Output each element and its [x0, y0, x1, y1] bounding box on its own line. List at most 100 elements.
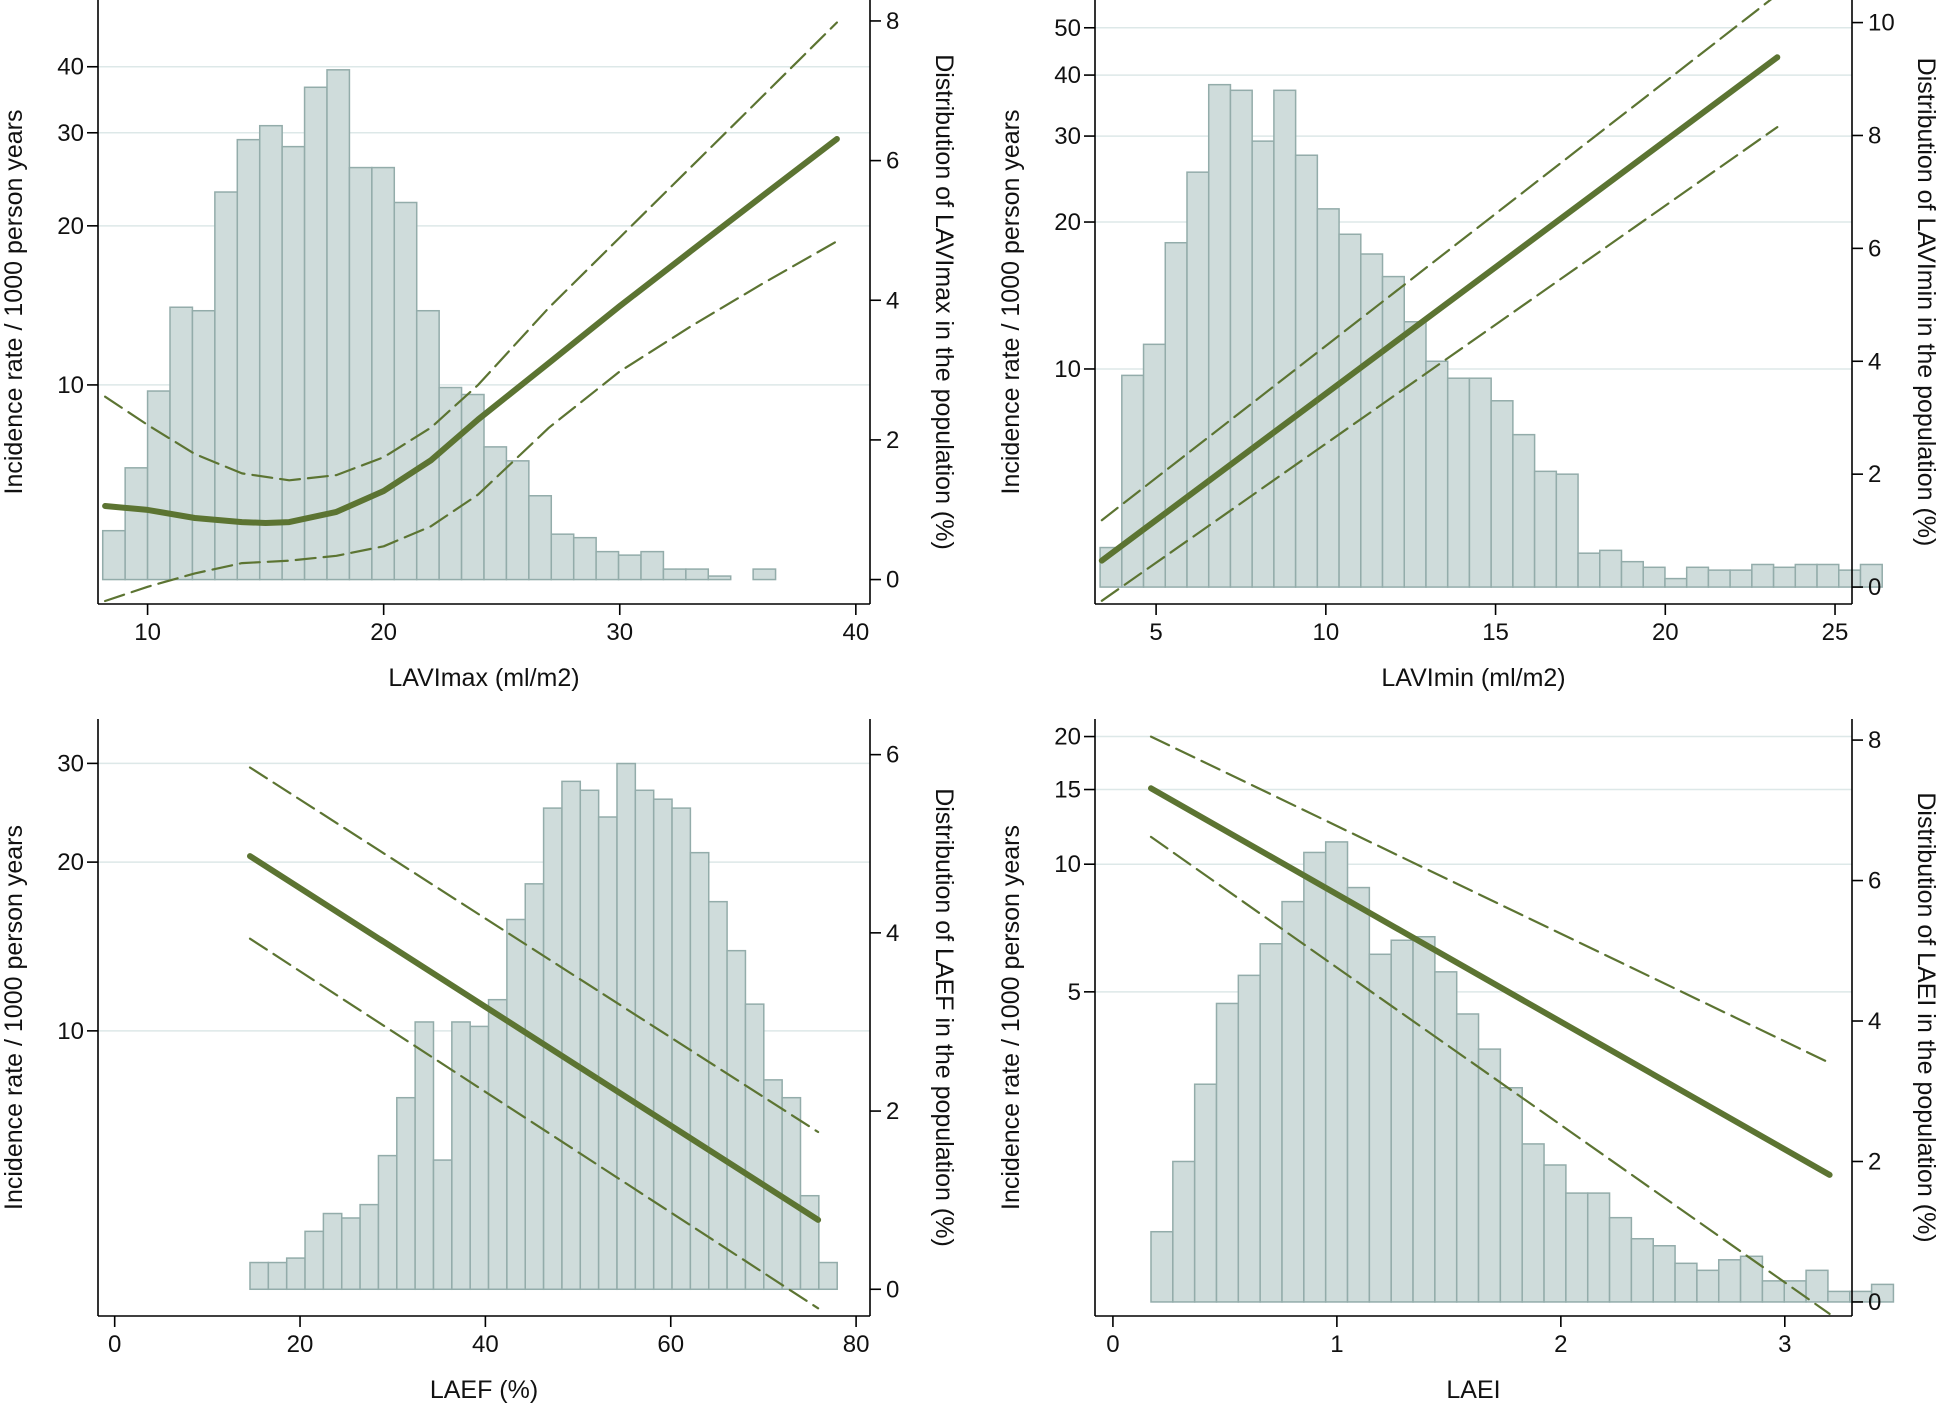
chart-panel-3: 0 20 40 60 80 10 20 30 0 2 4 6 LAEF (%) Incidence rat… [0, 719, 958, 1404]
confidence-band-upper [248, 766, 820, 1134]
histogram-bar [359, 1203, 380, 1291]
histogram-bar [685, 568, 710, 581]
x-axis-title: LAVImin (ml/m2) [1381, 664, 1565, 692]
y2-tick-label: 8 [886, 8, 899, 35]
histogram-bar [1652, 1245, 1676, 1303]
histogram-bar [689, 851, 710, 1291]
estimate-line [1148, 785, 1833, 1178]
histogram-bar [1512, 433, 1536, 588]
histogram-bar [1685, 566, 1710, 588]
y2-tick-label: 2 [886, 427, 899, 454]
histogram-bar [1477, 1048, 1502, 1303]
histogram-bar [1761, 1280, 1786, 1303]
histogram-bar [1403, 321, 1427, 588]
histogram-bar [595, 550, 620, 581]
histogram-bar [258, 124, 283, 581]
histogram-bar [304, 1230, 325, 1291]
y-axis-title: Incidence rate / 1000 person years [0, 825, 28, 1210]
x-tick-label: 0 [108, 1331, 121, 1358]
y-tick-label: 20 [1054, 209, 1081, 236]
histogram-bar [1565, 1192, 1589, 1303]
x-axis-title: LAVImax (ml/m2) [388, 664, 579, 692]
histogram-bar [1859, 563, 1883, 588]
histogram-bar [1446, 377, 1471, 588]
histogram-bar [550, 533, 575, 581]
histogram-bar [1229, 89, 1253, 588]
y-axis-title: Incidence rate / 1000 person years [997, 825, 1025, 1210]
x-tick-label: 80 [843, 1331, 870, 1358]
x-tick-label: 30 [606, 619, 633, 646]
histogram-bar [1390, 939, 1414, 1303]
histogram-bar [1739, 1255, 1764, 1303]
histogram-bar [487, 998, 508, 1291]
y2-axis-title: Distribution of LAVImax in the populatio… [930, 54, 958, 550]
histogram-bar [483, 446, 508, 581]
histogram-bar [1381, 275, 1405, 588]
histogram-bar [707, 900, 728, 1291]
histogram-bar [249, 1261, 270, 1291]
histogram-bar [1121, 374, 1145, 588]
x-tick-label: 1 [1330, 1331, 1343, 1358]
x-axis-title: LAEI [1446, 1376, 1500, 1404]
histogram-bar [528, 495, 553, 581]
y2-tick-label: 0 [886, 1276, 899, 1303]
y2-tick-label: 8 [1868, 122, 1881, 149]
x-axis-title: LAEF (%) [430, 1376, 538, 1404]
histogram-bar [377, 1154, 398, 1291]
y-tick-label: 10 [1054, 851, 1081, 878]
confidence-band-lower [103, 240, 839, 603]
y-tick-label: 15 [1054, 777, 1081, 804]
histogram-bar [191, 309, 216, 581]
histogram-bar [414, 1021, 435, 1291]
x-tick-label: 10 [134, 619, 161, 646]
x-tick-label: 25 [1822, 619, 1849, 646]
x-tick-label: 5 [1149, 619, 1162, 646]
histogram-bar [1324, 841, 1349, 1303]
y2-tick-label: 4 [886, 287, 899, 314]
histogram-bar [506, 918, 526, 1291]
confidence-band-upper [1149, 735, 1831, 1065]
y2-tick-label: 4 [1868, 1008, 1881, 1035]
histogram-bar [124, 467, 149, 581]
histogram-bar [101, 529, 126, 581]
y2-tick-label: 6 [1868, 235, 1881, 262]
histogram-bar [146, 390, 171, 581]
histogram-bar [617, 554, 642, 581]
y-tick-label: 10 [1054, 356, 1081, 383]
histogram-bar [1729, 569, 1753, 588]
histogram-bar [1717, 1259, 1742, 1303]
confidence-band-lower [1100, 125, 1779, 602]
histogram-bar [285, 1257, 306, 1291]
histogram-bar [1630, 1237, 1654, 1303]
histogram-bar [1251, 140, 1275, 588]
histogram-bar [579, 789, 600, 1291]
histogram-bar [322, 1212, 343, 1291]
histogram-bar [1674, 1262, 1698, 1303]
histogram-bar [1499, 1086, 1523, 1303]
histogram-bar [1642, 566, 1666, 588]
histogram-bar [1425, 360, 1449, 588]
x-tick-label: 20 [287, 1331, 314, 1358]
histogram-bar [1870, 1283, 1895, 1303]
y2-tick-label: 6 [886, 742, 899, 769]
histogram-bar [1707, 569, 1731, 588]
y2-tick-label: 4 [886, 920, 899, 947]
histogram-bar [1664, 577, 1688, 588]
confidence-band-lower [248, 937, 820, 1310]
y-tick-label: 30 [1054, 123, 1081, 150]
y-tick-label: 50 [1054, 15, 1081, 42]
histogram-bar [1281, 900, 1305, 1303]
estimate-line [247, 853, 822, 1223]
histogram-bar [726, 949, 747, 1291]
confidence-band-lower [1149, 835, 1831, 1316]
histogram-bar [1273, 89, 1297, 588]
histogram-bar [1368, 953, 1392, 1303]
histogram-bar [1608, 1216, 1633, 1303]
histogram-bar [652, 798, 673, 1291]
histogram-bar [340, 1217, 361, 1291]
y-tick-label: 20 [57, 849, 84, 876]
histogram-bar [1805, 1269, 1829, 1303]
histogram-bar [662, 568, 687, 581]
histogram-bar [640, 550, 665, 581]
